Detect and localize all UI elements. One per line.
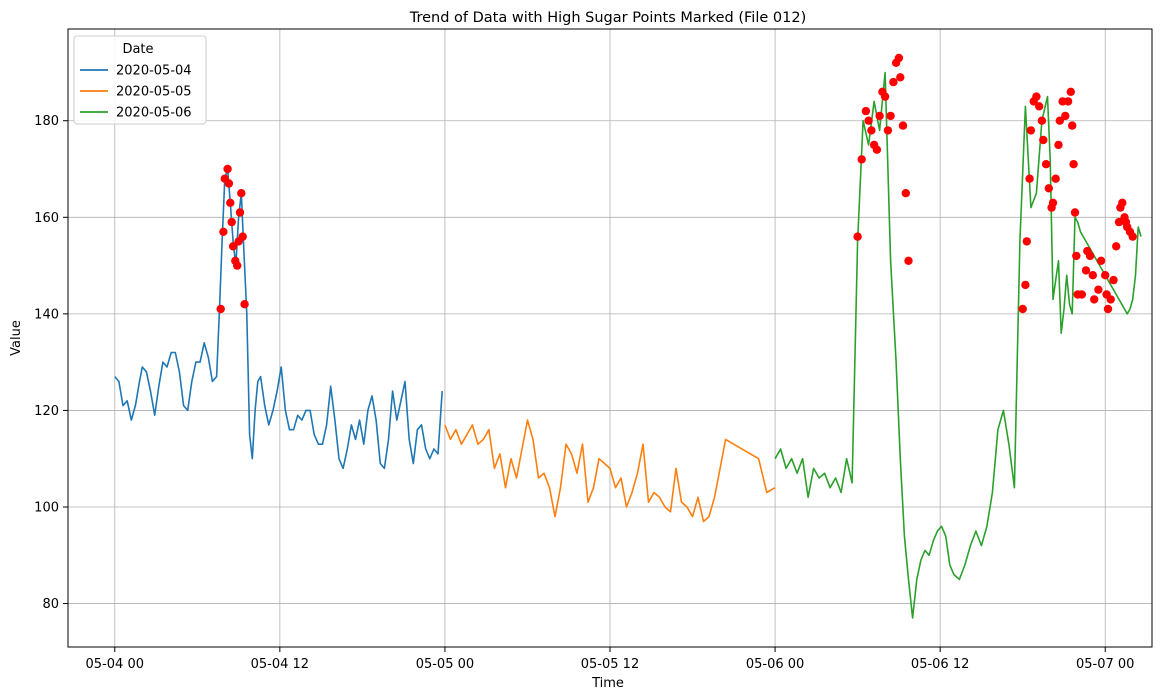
high-sugar-markers (216, 53, 1137, 314)
x-tick-label: 05-05 00 (416, 657, 474, 672)
high-sugar-point (1032, 92, 1041, 101)
high-sugar-point (1085, 251, 1095, 261)
grid-lines (68, 29, 1152, 647)
high-sugar-point (235, 208, 245, 217)
high-sugar-point (226, 198, 235, 207)
high-sugar-point (1068, 121, 1077, 130)
y-tick-label: 80 (42, 597, 59, 612)
high-sugar-point (1109, 275, 1118, 285)
high-sugar-point (864, 116, 873, 125)
high-sugar-point (1026, 126, 1036, 135)
high-sugar-point (1035, 102, 1044, 111)
high-sugar-point (875, 111, 884, 121)
x-tick-label: 05-04 00 (86, 657, 144, 672)
high-sugar-point (228, 242, 238, 251)
high-sugar-point (1069, 160, 1078, 169)
high-sugar-point (1112, 242, 1121, 251)
legend: Date 2020-05-04 2020-05-05 2020-05-06 (73, 35, 207, 125)
high-sugar-point (1055, 116, 1065, 125)
high-sugar-point (1048, 198, 1058, 207)
high-sugar-point (1066, 87, 1076, 97)
high-sugar-point (1094, 285, 1103, 294)
high-sugar-point (1118, 198, 1127, 207)
y-tick-label: 180 (34, 114, 59, 129)
legend-label: 2020-05-05 (116, 85, 192, 100)
high-sugar-point (1096, 256, 1106, 265)
x-tick-label: 05-07 00 (1076, 657, 1134, 672)
high-sugar-point (223, 164, 232, 174)
high-sugar-point (1025, 174, 1034, 183)
high-sugar-point (886, 111, 895, 121)
high-sugar-point (1090, 295, 1099, 304)
high-sugar-point (1022, 237, 1031, 246)
legend-title: Date (122, 42, 153, 57)
series-line-2020-05-05 (444, 419, 776, 523)
high-sugar-point (1072, 251, 1081, 261)
y-tick-label: 140 (34, 307, 59, 322)
high-sugar-point (1037, 116, 1047, 125)
x-axis: 05-04 00 05-04 12 05-05 00 05-05 12 05-06 00… (86, 647, 1134, 672)
high-sugar-point (233, 261, 242, 270)
legend-label: 2020-05-04 (116, 64, 192, 79)
x-tick-label: 05-04 12 (251, 657, 309, 672)
high-sugar-point (227, 217, 236, 227)
high-sugar-point (1070, 208, 1080, 217)
y-axis: 80 100 120 140 160 180 (34, 114, 68, 612)
high-sugar-point (898, 121, 908, 130)
x-tick-label: 05-06 00 (746, 657, 804, 672)
high-sugar-point (1101, 271, 1110, 280)
x-tick-label: 05-06 12 (911, 657, 969, 672)
high-sugar-point (1039, 135, 1048, 145)
high-sugar-point (883, 126, 893, 135)
high-sugar-point (1018, 304, 1027, 314)
high-sugar-point (237, 189, 246, 198)
high-sugar-point (1106, 295, 1115, 304)
high-sugar-point (1077, 290, 1087, 299)
high-sugar-point (857, 155, 866, 164)
high-sugar-point (853, 232, 862, 241)
high-sugar-point (904, 256, 913, 265)
high-sugar-point (1081, 266, 1091, 275)
high-sugar-point (1128, 232, 1137, 241)
y-tick-label: 160 (34, 211, 59, 226)
legend-box (73, 35, 207, 125)
high-sugar-point (880, 92, 890, 101)
x-axis-label: Time (591, 676, 624, 691)
high-sugar-point (901, 189, 910, 198)
chart-title: Trend of Data with High Sugar Points Mar… (409, 10, 806, 26)
high-sugar-point (1041, 160, 1051, 169)
y-tick-label: 120 (34, 404, 59, 419)
legend-label: 2020-05-06 (116, 106, 192, 121)
high-sugar-point (894, 53, 904, 63)
high-sugar-point (234, 237, 243, 246)
high-sugar-point (219, 227, 228, 236)
legend-entries: 2020-05-04 2020-05-05 2020-05-06 (80, 64, 192, 121)
high-sugar-point (1121, 217, 1131, 227)
high-sugar-point (1021, 280, 1030, 290)
high-sugar-point (1044, 184, 1054, 193)
series-lines (114, 71, 1142, 619)
high-sugar-point (867, 126, 876, 135)
high-sugar-point (1063, 97, 1073, 106)
high-sugar-point (1088, 271, 1098, 280)
x-tick-label: 05-05 12 (581, 657, 639, 672)
high-sugar-point (1114, 217, 1124, 227)
high-sugar-point (240, 300, 249, 309)
high-sugar-point (896, 73, 905, 82)
high-sugar-point (224, 179, 234, 188)
high-sugar-point (861, 106, 871, 116)
series-line-2020-05-04 (114, 168, 443, 470)
high-sugar-point (872, 145, 882, 154)
high-sugar-point (1103, 304, 1113, 314)
series-line-2020-05-06 (774, 71, 1142, 619)
high-sugar-point (1054, 140, 1063, 150)
high-sugar-point (1061, 111, 1070, 121)
high-sugar-point (1051, 174, 1060, 183)
y-tick-label: 100 (34, 500, 59, 515)
high-sugar-point (889, 77, 898, 87)
high-sugar-point (216, 304, 225, 314)
y-axis-label: Value (9, 320, 24, 356)
